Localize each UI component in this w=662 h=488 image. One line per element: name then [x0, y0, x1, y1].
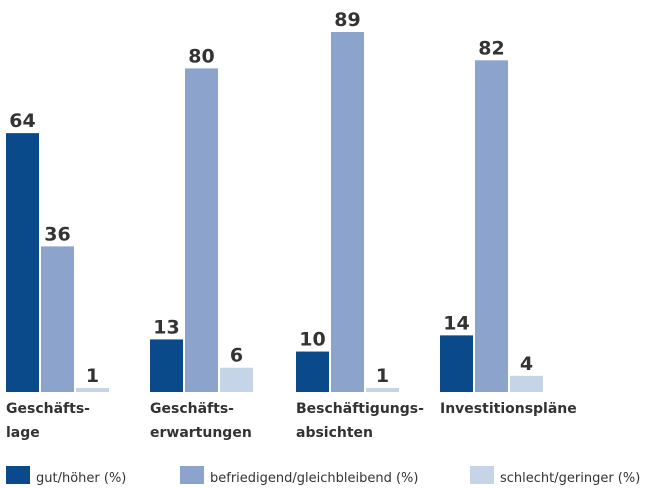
bar	[296, 351, 329, 392]
value-label: 80	[188, 45, 214, 67]
value-label: 82	[478, 37, 504, 59]
value-label: 64	[9, 110, 35, 132]
bar	[6, 133, 39, 392]
value-label: 36	[44, 223, 70, 245]
legend-swatch	[6, 466, 30, 484]
bar	[440, 335, 473, 392]
bar	[41, 246, 74, 392]
bar	[510, 375, 543, 392]
category-label: Investitionspläne	[440, 401, 577, 417]
legend-swatch	[180, 466, 204, 484]
bar	[150, 339, 183, 392]
bar	[185, 68, 218, 393]
category-label: Geschäfts-	[150, 401, 234, 417]
value-label: 4	[520, 353, 533, 375]
value-label: 10	[299, 329, 325, 351]
value-label: 6	[230, 345, 243, 367]
legend-swatch	[470, 466, 494, 484]
bar	[220, 367, 253, 392]
bar	[475, 60, 508, 392]
category-label: erwartungen	[150, 425, 252, 441]
legend-label: gut/höher (%)	[36, 471, 126, 486]
value-label: 14	[443, 312, 469, 334]
bar	[76, 387, 109, 392]
bar	[331, 32, 364, 392]
value-label: 1	[376, 365, 389, 387]
legend-label: schlecht/geringer (%)	[500, 471, 640, 486]
category-label: absichten	[296, 425, 373, 441]
legend-label: befriedigend/gleichbleibend (%)	[210, 471, 418, 486]
category-label: Geschäfts-	[6, 401, 90, 417]
bar	[366, 387, 399, 392]
value-label: 1	[86, 365, 99, 387]
category-label: lage	[6, 425, 40, 441]
value-label: 13	[153, 316, 179, 338]
value-label: 89	[334, 9, 360, 31]
category-label: Beschäftigungs-	[296, 401, 424, 417]
